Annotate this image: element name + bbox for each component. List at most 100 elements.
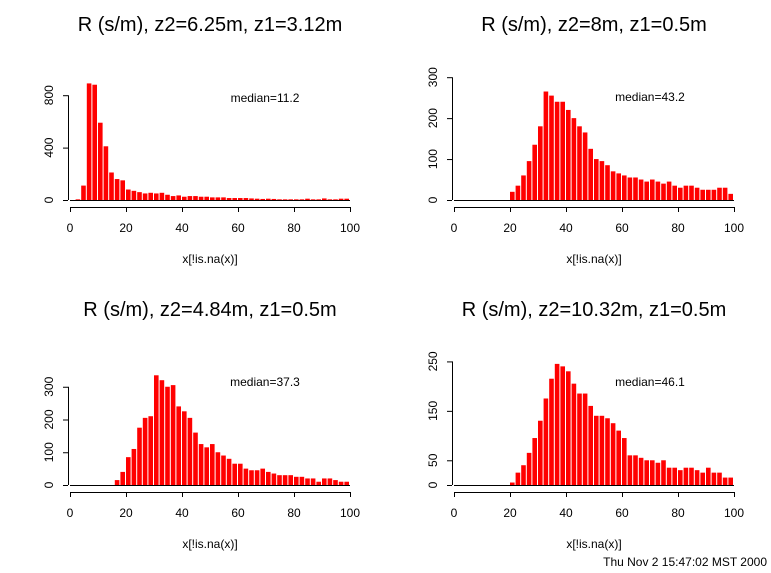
histogram-bar (198, 444, 204, 485)
histogram-bar (204, 447, 209, 485)
histogram-panel: R (s/m), z2=6.25m, z1=3.12m median=11.2 … (42, 14, 360, 266)
histogram-bar (588, 148, 593, 200)
histogram-bar (711, 189, 717, 200)
median-annotation: median=11.2 (231, 91, 300, 105)
y-tick-label: 300 (42, 376, 56, 396)
y-tick-label: 0 (42, 481, 56, 488)
y-tick-label: 800 (42, 85, 56, 105)
histogram-bar (666, 467, 672, 485)
panel-title: R (s/m), z2=4.84m, z1=0.5m (83, 299, 336, 321)
histogram-bar (170, 385, 176, 485)
histogram-bar (594, 415, 599, 485)
histogram-bar (126, 457, 131, 485)
histogram-bar (638, 179, 644, 200)
histogram-bar (288, 475, 293, 485)
histogram-bar (610, 171, 616, 200)
histogram-bar (683, 185, 689, 200)
y-tick-label: 50 (426, 453, 440, 467)
histogram-bar (210, 444, 215, 485)
histogram-bar (549, 378, 554, 485)
histogram-bar (610, 423, 616, 485)
histogram-bar (566, 371, 571, 485)
histogram-bar (288, 199, 293, 200)
histogram-bar (271, 473, 277, 485)
histogram-bar (75, 199, 81, 200)
x-tick-label: 100 (724, 221, 744, 235)
histogram-bar (254, 198, 260, 200)
histogram-bar (210, 197, 215, 200)
histogram-bar (711, 472, 717, 485)
histogram-bar (165, 386, 170, 485)
x-tick-label: 80 (671, 506, 685, 520)
histogram-bar (159, 192, 165, 200)
y-tick-label: 200 (42, 409, 56, 429)
histogram-bar (193, 196, 198, 200)
histogram-bar (650, 460, 655, 485)
histogram-bar (538, 420, 543, 485)
histogram-bar (159, 380, 165, 485)
histogram-bar (154, 375, 159, 485)
histogram-bar (694, 187, 700, 200)
histogram-bar (221, 197, 226, 200)
histogram-bar (282, 199, 288, 200)
histogram-bar (666, 181, 672, 200)
histogram-bar (182, 411, 187, 485)
histogram-bar (254, 470, 260, 485)
histogram-bar (142, 193, 148, 200)
histogram-bar (599, 415, 605, 485)
histogram-bar (521, 465, 526, 485)
histogram-bar (148, 192, 153, 200)
histogram-bar (249, 198, 254, 200)
histogram-bar (672, 467, 677, 485)
histogram-bar (114, 480, 120, 485)
histogram-bar (622, 175, 627, 200)
histogram-bar (103, 146, 109, 200)
histogram-bar (510, 482, 515, 485)
histogram-bar (294, 199, 299, 200)
histogram-bar (510, 191, 515, 200)
histogram-bar (187, 417, 193, 485)
histogram-bar (327, 478, 333, 485)
histogram-bar (655, 462, 661, 485)
histogram-bar (238, 198, 243, 200)
timestamp-footer: Thu Nov 2 15:47:02 MST 2000 (603, 555, 767, 569)
histogram-bar (728, 477, 733, 485)
histogram-bar (644, 181, 649, 200)
x-tick-label: 40 (175, 506, 189, 520)
histogram-bar (182, 196, 187, 200)
histogram-bar (327, 199, 333, 200)
histogram-bar (577, 393, 582, 485)
histogram-bar (526, 161, 532, 200)
histogram-bar (344, 481, 349, 485)
x-tick-label: 100 (724, 506, 744, 520)
histogram-bar (543, 91, 549, 200)
histogram-bar (148, 416, 153, 485)
x-tick-label: 40 (559, 506, 573, 520)
histogram-bar (616, 173, 621, 200)
histogram-bar (260, 468, 265, 485)
histogram-bar (193, 432, 198, 485)
histogram-bar (316, 199, 321, 200)
x-tick-label: 60 (615, 221, 629, 235)
histogram-bar (282, 475, 288, 485)
y-tick-label: 300 (426, 67, 440, 87)
x-tick-label: 60 (231, 221, 245, 235)
histogram-bar (560, 366, 565, 485)
x-axis-label: x[!is.na(x)] (182, 537, 237, 551)
histogram-bar (605, 418, 610, 485)
histogram-bar (689, 185, 694, 200)
histogram-bar (316, 481, 321, 485)
histogram-bar (81, 185, 86, 200)
histogram-bar (299, 476, 305, 485)
histogram-bar (526, 452, 532, 485)
histogram-bar (532, 438, 537, 485)
y-tick-label: 150 (426, 401, 440, 421)
histogram-bar (126, 189, 131, 200)
histogram-bar (310, 478, 316, 485)
y-tick-label: 100 (42, 442, 56, 462)
x-tick-label: 20 (119, 221, 133, 235)
histogram-bar (633, 455, 638, 485)
histogram-bar (521, 175, 526, 200)
histogram-bar (294, 476, 299, 485)
